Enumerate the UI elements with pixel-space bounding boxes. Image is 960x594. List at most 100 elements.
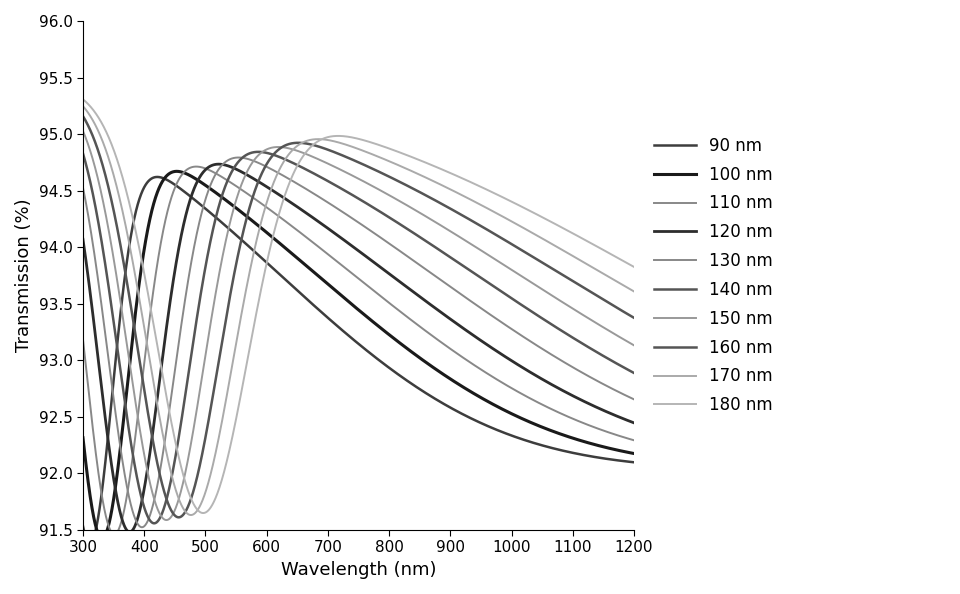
170 nm	[558, 247, 569, 254]
100 nm	[140, 235, 152, 242]
170 nm	[313, 135, 324, 143]
150 nm	[140, 460, 152, 467]
160 nm	[173, 514, 184, 521]
160 nm	[313, 143, 324, 150]
90 nm	[77, 523, 88, 530]
160 nm	[77, 113, 88, 120]
120 nm	[628, 419, 639, 426]
170 nm	[140, 333, 152, 340]
100 nm	[628, 450, 639, 457]
110 nm	[289, 225, 300, 232]
90 nm	[173, 184, 184, 191]
140 nm	[252, 148, 264, 156]
130 nm	[173, 340, 184, 347]
110 nm	[140, 345, 152, 352]
120 nm	[289, 201, 300, 208]
120 nm	[77, 236, 88, 243]
170 nm	[617, 282, 629, 289]
120 nm	[617, 415, 629, 422]
140 nm	[617, 364, 629, 371]
130 nm	[313, 193, 324, 200]
170 nm	[185, 511, 197, 519]
100 nm	[289, 252, 300, 260]
110 nm	[628, 437, 639, 444]
150 nm	[617, 336, 629, 343]
100 nm	[171, 168, 182, 175]
100 nm	[96, 535, 108, 542]
150 nm	[160, 517, 172, 524]
Y-axis label: Transmission (%): Transmission (%)	[15, 199, 33, 352]
90 nm	[559, 447, 570, 454]
180 nm	[628, 263, 639, 270]
Line: 90 nm: 90 nm	[83, 177, 634, 543]
Line: 170 nm: 170 nm	[83, 106, 634, 515]
140 nm	[559, 328, 570, 336]
180 nm	[173, 453, 184, 460]
130 nm	[77, 184, 88, 191]
Line: 150 nm: 150 nm	[83, 131, 634, 520]
Line: 120 nm: 120 nm	[83, 164, 634, 532]
130 nm	[140, 520, 152, 527]
90 nm	[140, 181, 152, 188]
160 nm	[173, 514, 184, 521]
160 nm	[289, 140, 300, 147]
Line: 160 nm: 160 nm	[83, 116, 634, 517]
150 nm	[289, 146, 300, 153]
Line: 140 nm: 140 nm	[83, 152, 634, 523]
110 nm	[108, 530, 120, 538]
150 nm	[628, 342, 639, 349]
180 nm	[77, 96, 88, 103]
140 nm	[628, 369, 639, 377]
110 nm	[173, 176, 184, 184]
180 nm	[617, 257, 629, 264]
180 nm	[198, 510, 209, 517]
140 nm	[149, 520, 160, 527]
90 nm	[617, 457, 629, 465]
120 nm	[124, 529, 135, 536]
100 nm	[559, 432, 570, 439]
180 nm	[140, 278, 152, 285]
Line: 180 nm: 180 nm	[83, 99, 634, 513]
160 nm	[140, 396, 152, 403]
140 nm	[289, 160, 300, 168]
140 nm	[173, 434, 184, 441]
180 nm	[313, 137, 324, 144]
120 nm	[173, 245, 184, 252]
180 nm	[289, 168, 300, 175]
120 nm	[313, 218, 324, 225]
Line: 100 nm: 100 nm	[83, 171, 634, 538]
90 nm	[313, 306, 324, 313]
100 nm	[313, 273, 324, 280]
Line: 110 nm: 110 nm	[83, 166, 634, 534]
110 nm	[77, 336, 88, 343]
150 nm	[313, 156, 324, 163]
110 nm	[313, 243, 324, 250]
120 nm	[213, 160, 225, 168]
170 nm	[628, 288, 639, 295]
90 nm	[84, 539, 96, 546]
160 nm	[617, 308, 629, 315]
90 nm	[152, 173, 163, 181]
130 nm	[136, 524, 148, 531]
110 nm	[190, 163, 202, 170]
160 nm	[558, 272, 569, 279]
170 nm	[289, 144, 300, 151]
150 nm	[173, 496, 184, 503]
150 nm	[77, 128, 88, 135]
110 nm	[617, 434, 629, 441]
150 nm	[558, 299, 569, 307]
140 nm	[77, 150, 88, 157]
180 nm	[558, 225, 569, 232]
140 nm	[313, 172, 324, 179]
100 nm	[617, 448, 629, 455]
Legend: 90 nm, 100 nm, 110 nm, 120 nm, 130 nm, 140 nm, 150 nm, 160 nm, 170 nm, 180 nm: 90 nm, 100 nm, 110 nm, 120 nm, 130 nm, 1…	[648, 130, 780, 421]
X-axis label: Wavelength (nm): Wavelength (nm)	[280, 561, 436, 579]
90 nm	[628, 459, 639, 466]
130 nm	[628, 396, 639, 403]
90 nm	[289, 285, 300, 292]
110 nm	[559, 412, 570, 419]
130 nm	[289, 179, 300, 186]
100 nm	[173, 168, 184, 175]
140 nm	[140, 508, 152, 516]
160 nm	[628, 314, 639, 321]
